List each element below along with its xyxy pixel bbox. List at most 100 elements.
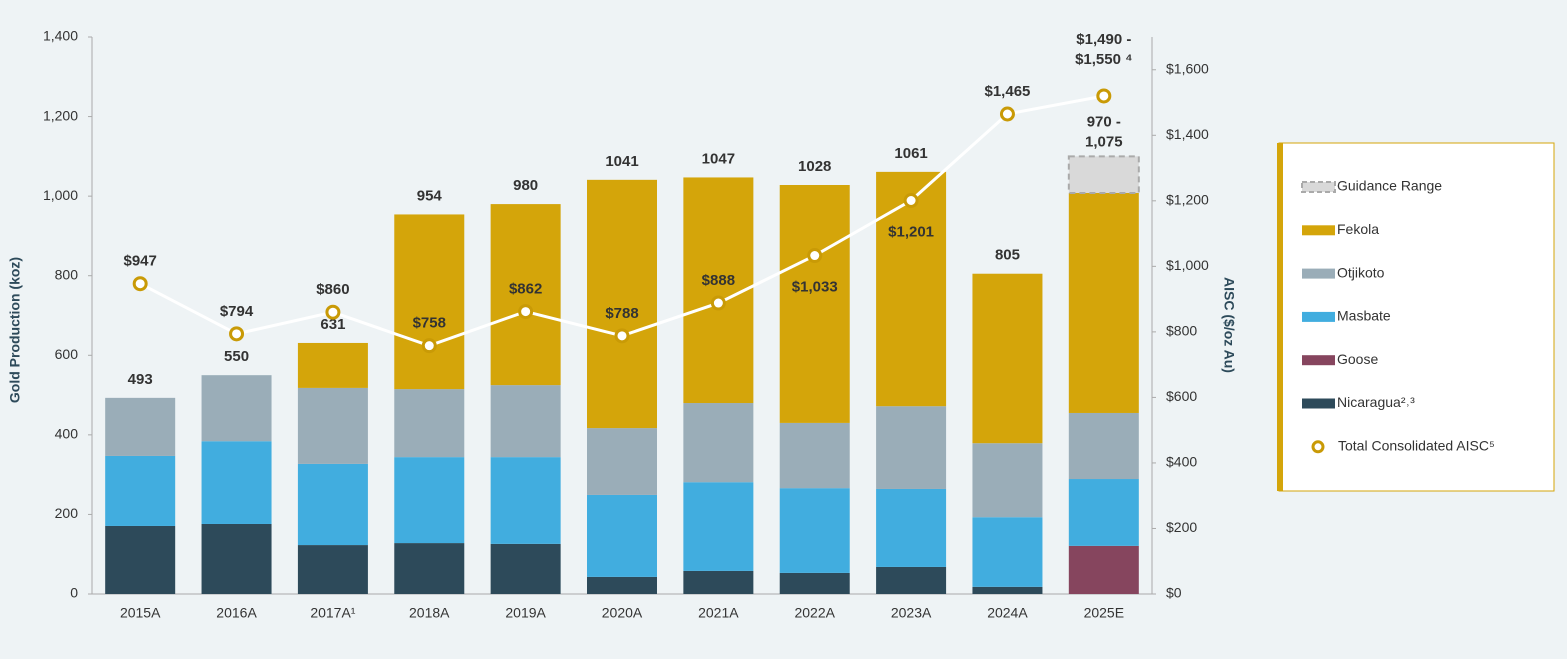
bar-segment [683, 403, 754, 483]
bar-segment [876, 171, 947, 407]
x-tick-label: 2015A [120, 605, 161, 621]
bar-segment [972, 586, 1043, 594]
x-tick-label: 2022A [794, 605, 835, 621]
tick-label: 400 [55, 426, 79, 442]
legend-label: Fekola [1337, 221, 1379, 237]
aisc-label: $794 [220, 303, 254, 320]
legend-label: Total Consolidated AISC⁵ [1338, 438, 1495, 454]
bar-segment [972, 517, 1043, 587]
tick-label: 600 [55, 346, 79, 362]
total-label: 805 [995, 247, 1020, 264]
bar-segment [201, 375, 272, 442]
bar-segment [1068, 192, 1139, 413]
bar-segment [779, 488, 850, 573]
bar-segment [105, 397, 176, 456]
aisc-label: $860 [316, 281, 349, 298]
aisc-label: $888 [702, 272, 735, 289]
bar-segment [490, 457, 561, 544]
aisc-point [710, 295, 726, 311]
aisc-point [518, 304, 534, 320]
tick-label: 800 [55, 266, 79, 282]
aisc-point [807, 248, 823, 264]
x-tick-label: 2019A [505, 605, 546, 621]
total-label: 1028 [798, 158, 831, 175]
aisc-point [903, 192, 919, 208]
tick-label: 1,000 [43, 187, 78, 203]
bar-segment [105, 455, 176, 526]
x-tick-label: 2017A¹ [310, 605, 355, 621]
bar-segment [1068, 412, 1139, 480]
bar-segment [105, 525, 176, 594]
bar-segment [972, 273, 1043, 444]
bar-segment [683, 482, 754, 571]
aisc-point [325, 304, 341, 320]
legend-marker [1311, 440, 1325, 454]
bar-segment [394, 457, 465, 544]
x-tick-label: 2023A [891, 605, 932, 621]
bar-segment [201, 441, 272, 524]
bar-segment [876, 566, 947, 594]
legend-marker [1302, 311, 1335, 322]
legend-marker [1302, 398, 1335, 409]
aisc-point [132, 276, 148, 292]
bar-segment [587, 179, 657, 429]
tick-label: $1,200 [1166, 192, 1209, 208]
legend-marker [1302, 225, 1335, 236]
aisc-point [1096, 88, 1112, 104]
bar-segment [1067, 155, 1140, 194]
tick-label: $1,600 [1166, 60, 1209, 76]
aisc-label: $1,201 [888, 223, 934, 240]
bar-segment [297, 463, 368, 546]
bar-segment [490, 385, 561, 458]
bar-segment [587, 576, 657, 594]
bar-segment [779, 422, 850, 489]
bar-segment [876, 488, 947, 567]
tick-label: 0 [70, 585, 78, 601]
tick-label: $0 [1166, 585, 1182, 601]
tick-label: 1,200 [43, 107, 78, 123]
total-label: 550 [224, 348, 249, 365]
legend-accent [1277, 143, 1283, 491]
bar-segment [490, 204, 561, 386]
legend-label: Goose [1337, 351, 1378, 367]
x-tick-label: 2025E [1084, 605, 1124, 621]
y2-axis-label: AISC ($/oz Au) [1221, 277, 1237, 373]
bar-segment [394, 214, 465, 390]
tick-label: $800 [1166, 323, 1197, 339]
x-tick-label: 2016A [216, 605, 257, 621]
aisc-label: $947 [123, 253, 156, 270]
tick-label: $400 [1166, 454, 1197, 470]
bar-segment [297, 387, 368, 464]
bar-segment [297, 545, 368, 594]
total-label: 631 [320, 316, 345, 333]
tick-label: 1,400 [43, 28, 78, 44]
tick-label: $1,400 [1166, 126, 1209, 142]
bar-segment [779, 572, 850, 594]
bar-segment [876, 406, 947, 489]
tick-label: $200 [1166, 519, 1197, 535]
x-tick-label: 2018A [409, 605, 450, 621]
bar-segment [394, 389, 465, 458]
aisc-point [421, 338, 437, 354]
bar-segment [201, 523, 272, 594]
guidance-label: 970 -1,075 [1085, 113, 1123, 150]
bar-segment [972, 443, 1043, 518]
legend-marker [1301, 181, 1336, 193]
aisc-point [614, 328, 630, 344]
total-label: 954 [417, 187, 443, 204]
aisc-label: $862 [509, 281, 542, 298]
x-tick-label: 2020A [602, 605, 643, 621]
bar-segment [587, 494, 657, 577]
bar-segment [297, 342, 368, 388]
aisc-label: $788 [605, 305, 638, 322]
bar-segment [490, 543, 561, 594]
legend-label: Otjikoto [1337, 264, 1385, 280]
legend-label: Masbate [1337, 308, 1391, 324]
bar-segment [1068, 479, 1139, 546]
bar-segment [779, 185, 850, 423]
aisc-point [229, 326, 245, 342]
legend-marker [1302, 355, 1335, 366]
legend-label: Nicaragua²˒³ [1337, 394, 1415, 410]
